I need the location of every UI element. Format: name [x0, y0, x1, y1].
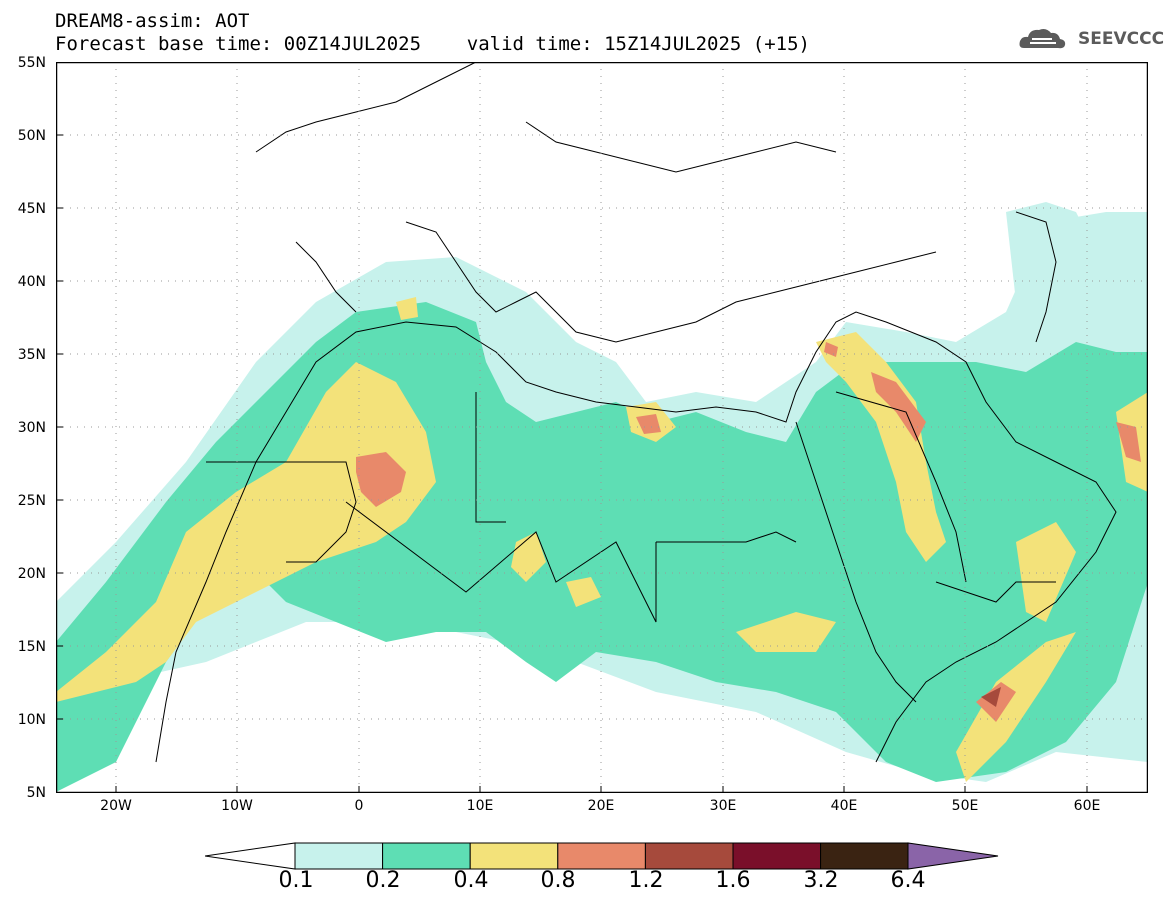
coastlines: [155, 62, 1117, 763]
colorbar-upper-arrow: [907, 842, 999, 870]
lon-tick-label: 10W: [221, 798, 253, 814]
colorbar-swatch: [469, 842, 559, 870]
colorbar-swatch: [294, 842, 384, 870]
colorbar-label: 0.2: [365, 868, 401, 893]
lat-tick-label: 10N: [17, 712, 46, 728]
lon-tick-label: 20E: [587, 798, 615, 814]
graticule: [56, 62, 1148, 793]
colorbar-label: 1.2: [628, 868, 664, 893]
lon-tick-label: 40E: [830, 798, 858, 814]
colorbar-label: 6.4: [890, 868, 926, 893]
map-title: DREAM8-assim: AOT: [55, 10, 250, 32]
lat-tick-label: 25N: [17, 493, 46, 509]
colorbar-label: 0.4: [453, 868, 489, 893]
map-frame: [56, 62, 1148, 793]
colorbar-swatch: [644, 842, 734, 870]
lat-tick-label: 50N: [17, 128, 46, 144]
lon-tick-label: 30E: [709, 798, 737, 814]
colorbar-label: 0.1: [278, 868, 314, 893]
colorbar-label: 0.8: [540, 868, 576, 893]
colorbar-label: 3.2: [803, 868, 839, 893]
colorbar-label: 1.6: [715, 868, 751, 893]
lon-tick-label: 10E: [466, 798, 494, 814]
lon-tick-label: 50E: [951, 798, 979, 814]
lon-tick-label: 0: [354, 798, 364, 814]
lat-tick-label: 55N: [17, 55, 46, 71]
lat-tick-label: 35N: [17, 347, 46, 363]
lat-tick-label: 40N: [17, 274, 46, 290]
logo-text: SEEVCCC: [1078, 29, 1165, 49]
lat-tick-label: 15N: [17, 639, 46, 655]
lon-tick-label: 20W: [100, 798, 132, 814]
aot-map: [56, 62, 1148, 793]
lat-tick-label: 5N: [26, 785, 46, 801]
lat-tick-label: 45N: [17, 201, 46, 217]
lon-tick-label: 60E: [1073, 798, 1101, 814]
colorbar-swatch: [557, 842, 646, 870]
lat-tick-label: 20N: [17, 566, 46, 582]
colorbar-swatch: [382, 842, 471, 870]
cloud-logo-icon: [1019, 29, 1066, 49]
colorbar: [205, 842, 999, 870]
colorbar-lower-arrow: [205, 842, 296, 870]
colorbar-swatch: [732, 842, 822, 870]
forecast-time-label: Forecast base time: 00Z14JUL2025 valid t…: [55, 33, 810, 55]
colorbar-swatch: [820, 842, 909, 870]
lat-tick-label: 30N: [17, 420, 46, 436]
